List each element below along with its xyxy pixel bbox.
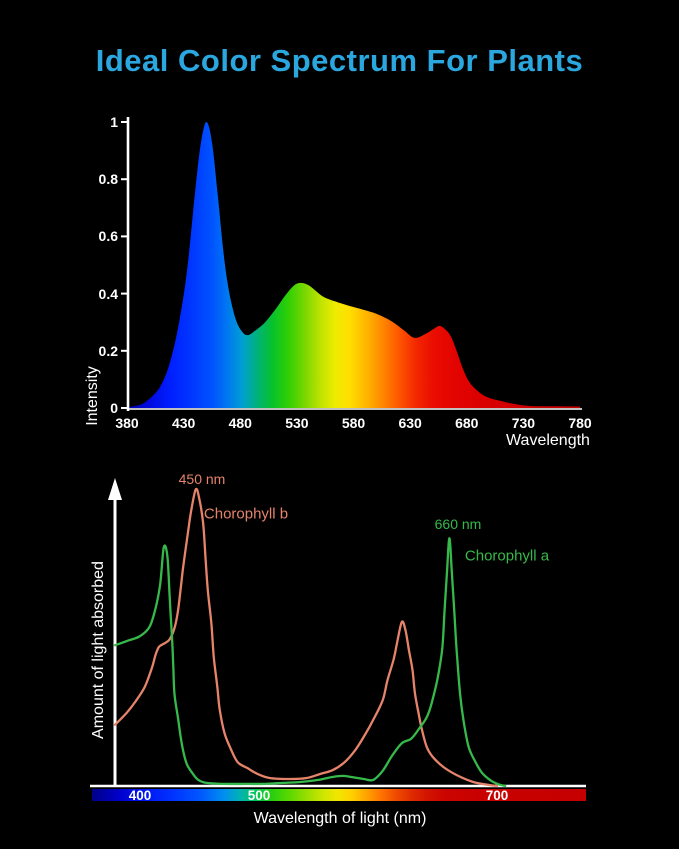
wavelength-color-bar (92, 789, 586, 801)
page-title: Ideal Color Spectrum For Plants (95, 43, 584, 78)
led-spectrum-chart (121, 117, 582, 411)
chlorophyll-b-curve (113, 487, 499, 788)
chlorophyll-a-curve (113, 536, 507, 788)
absorption-chart (90, 478, 586, 801)
y-axis-arrow-head (108, 478, 122, 500)
spectrum-area (127, 121, 580, 408)
y-axis (121, 117, 130, 411)
